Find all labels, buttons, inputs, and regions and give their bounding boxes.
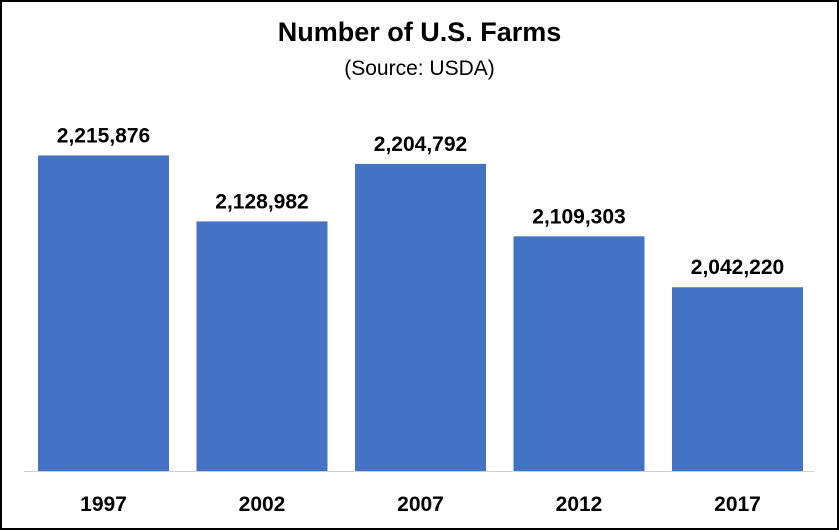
data-label-2012: 2,109,303: [532, 205, 625, 228]
x-tick-label-2007: 2007: [397, 493, 444, 516]
bar-2017: [672, 287, 803, 471]
chart-title: Number of U.S. Farms: [277, 17, 562, 47]
bar-2007: [355, 163, 486, 472]
x-tick-label-2012: 2012: [556, 493, 603, 516]
data-label-2017: 2,042,220: [691, 256, 784, 279]
bar-1997: [38, 155, 169, 471]
x-tick-label-2017: 2017: [714, 493, 761, 516]
x-tick-label-2002: 2002: [239, 493, 286, 516]
bar-2002: [196, 221, 328, 471]
x-tick-label-1997: 1997: [80, 493, 127, 516]
data-label-1997: 2,215,876: [57, 124, 150, 147]
chart-subtitle: (Source: USDA): [344, 57, 495, 80]
data-label-2007: 2,204,792: [374, 133, 467, 156]
data-label-2002: 2,128,982: [215, 190, 308, 213]
bar-2012: [513, 236, 645, 471]
